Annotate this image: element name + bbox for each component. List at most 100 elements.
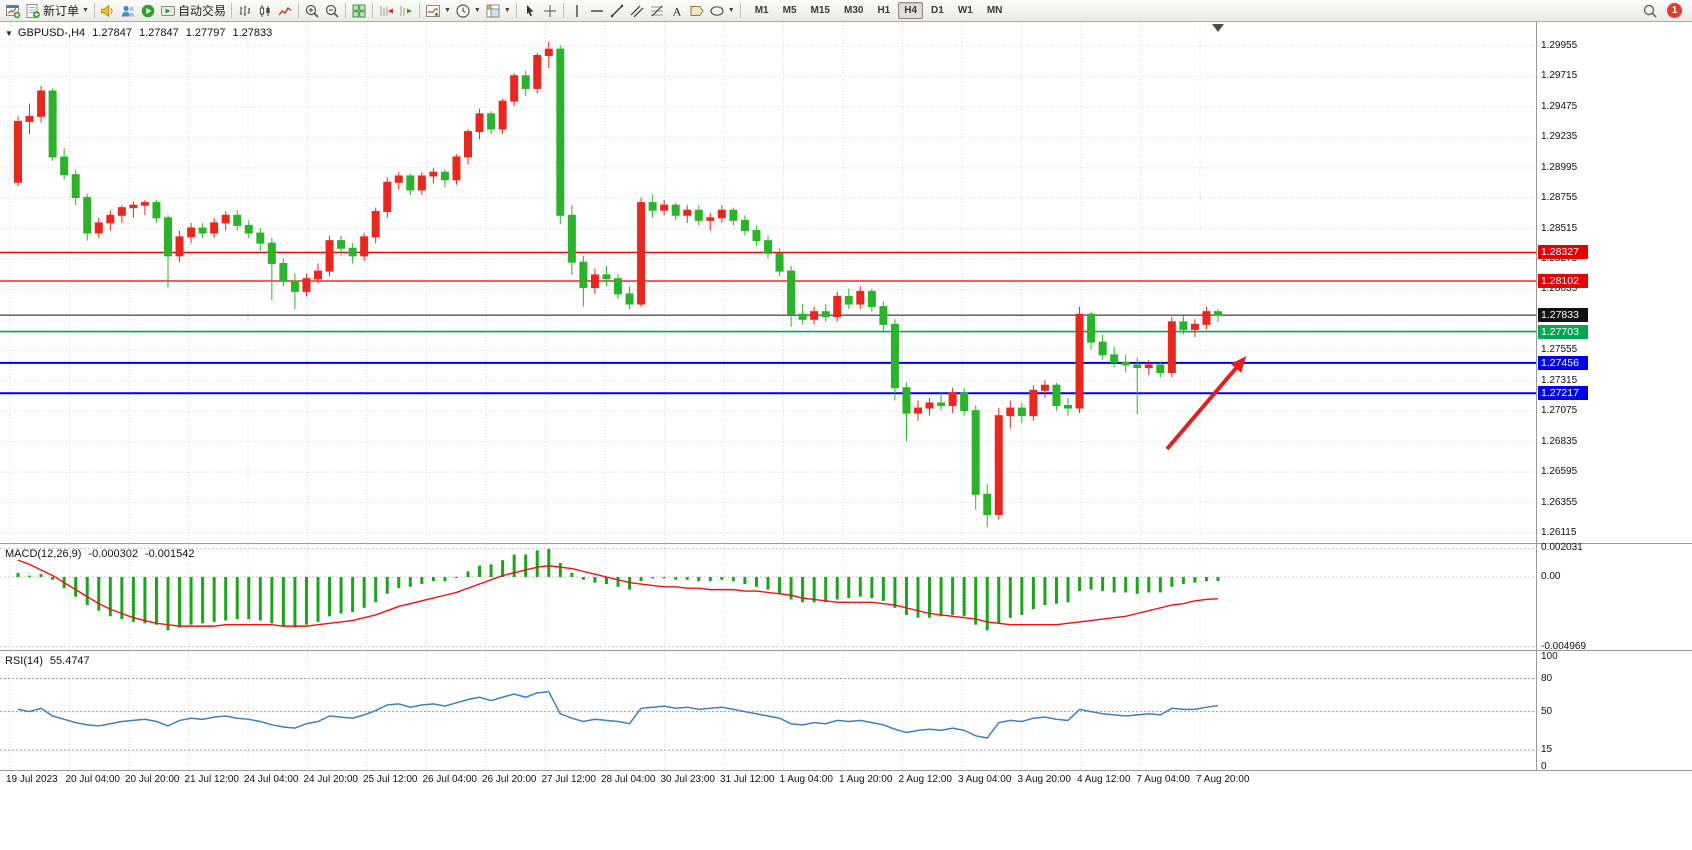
panel-separator[interactable] — [0, 543, 1692, 544]
chevron-down-icon: ▼ — [503, 7, 511, 14]
rsi-label: RSI(14) — [5, 655, 43, 667]
autotrade-icon — [160, 3, 176, 19]
cursor-icon — [522, 3, 538, 19]
price-tag-1.27703: 1.27703 — [1538, 324, 1588, 339]
auto-scroll-icon — [398, 3, 414, 19]
time-axis-label: 26 Jul 04:00 — [422, 774, 478, 785]
templates-button[interactable]: ▼ — [483, 1, 513, 21]
notification-badge[interactable]: 1 — [1667, 3, 1682, 18]
candlestick-chart-button[interactable] — [255, 1, 275, 21]
chevron-down-icon: ▼ — [443, 7, 451, 14]
chart-shift-marker[interactable] — [1212, 24, 1224, 32]
ohlc-close: 1.27833 — [232, 27, 273, 39]
new-chart-button[interactable] — [3, 1, 23, 21]
price-axis[interactable]: 1.29955 1.29715 1.29475 1.29235 1.28995 1.287… — [1537, 22, 1691, 543]
price-axis-label: 1.26115 — [1541, 526, 1577, 538]
auto-scroll-button[interactable] — [396, 1, 416, 21]
toolbar-separator — [93, 3, 95, 18]
zoom-out-icon — [324, 3, 340, 19]
tile-windows-button[interactable] — [349, 1, 369, 21]
equidistant-channel-button[interactable] — [627, 1, 647, 21]
arrow-label-button[interactable] — [687, 1, 707, 21]
toolbar-separator — [297, 3, 299, 18]
panel-separator — [0, 770, 1692, 771]
macd-header: MACD(12,26,9) -0.000302 -0.001542 — [5, 548, 195, 560]
timeframe-m1[interactable]: M1 — [754, 5, 769, 16]
play-circle-button[interactable] — [138, 1, 158, 21]
timeframe-w1[interactable]: W1 — [957, 5, 973, 16]
price-axis-label: 1.27075 — [1541, 405, 1578, 417]
timeframe-h1[interactable]: H1 — [877, 5, 891, 16]
bar-chart-button[interactable] — [235, 1, 255, 21]
chart-shift-button[interactable] — [376, 1, 396, 21]
shapes-icon — [709, 3, 725, 19]
trend-arrow[interactable] — [1165, 356, 1247, 451]
crosshair-button[interactable] — [540, 1, 560, 21]
macd-plot[interactable] — [0, 544, 1536, 650]
arrow-label-icon — [689, 3, 705, 19]
text-icon: A — [669, 3, 685, 19]
price-axis-label: 1.27315 — [1541, 374, 1578, 386]
new-chart-icon — [5, 3, 21, 19]
panel-separator[interactable] — [0, 650, 1692, 651]
price-axis-label: 1.28515 — [1541, 222, 1578, 234]
toolbar-separator — [418, 3, 420, 18]
trendline-button[interactable] — [607, 1, 627, 21]
line-chart-button[interactable] — [275, 1, 295, 21]
time-axis-label: 7 Aug 20:00 — [1196, 774, 1250, 785]
rsi-header: RSI(14) 55.4747 — [5, 655, 90, 667]
horn-icon — [100, 3, 116, 19]
zoom-in-button[interactable] — [302, 1, 322, 21]
time-axis[interactable]: 19 Jul 2023 20 Jul 04:00 20 Jul 20:00 21 Ju… — [0, 771, 1692, 791]
autotrade-button[interactable]: 自动交易 — [158, 1, 228, 21]
main-chart-plot[interactable] — [0, 22, 1536, 543]
toolbar-separator — [739, 3, 741, 18]
periods-button[interactable]: ▼ — [453, 1, 483, 21]
price-axis-label: 1.29475 — [1541, 100, 1578, 112]
fibonacci-button[interactable] — [647, 1, 667, 21]
community-button[interactable] — [118, 1, 138, 21]
vertical-line-button[interactable] — [567, 1, 587, 21]
macd-axis[interactable]: 0.002031 0.00 -0.004969 — [1537, 542, 1691, 651]
price-axis-label: 1.28755 — [1541, 192, 1578, 204]
indicators-button[interactable]: ▼ — [423, 1, 453, 21]
horizontal-line-button[interactable] — [587, 1, 607, 21]
zoom-out-button[interactable] — [322, 1, 342, 21]
rsi-axis-label: 100 — [1541, 650, 1558, 662]
text-button[interactable]: A — [667, 1, 687, 21]
timeframe-d1[interactable]: D1 — [931, 5, 944, 16]
timeframe-mn[interactable]: MN — [986, 5, 1003, 16]
toolbar-separator — [230, 3, 232, 18]
symbol-dropdown-icon[interactable]: ▼ — [5, 28, 13, 38]
search-button[interactable] — [1640, 1, 1660, 21]
candlestick-chart-icon — [257, 3, 273, 19]
tile-windows-icon — [351, 3, 367, 19]
macd-signal-value: -0.001542 — [144, 548, 195, 560]
macd-label: MACD(12,26,9) — [5, 548, 82, 560]
timeframe-h4[interactable]: H4 — [898, 2, 924, 19]
time-axis-label: 7 Aug 04:00 — [1136, 774, 1190, 785]
time-axis-label: 1 Aug 04:00 — [779, 774, 833, 785]
price-tag-1.27217: 1.27217 — [1538, 386, 1588, 401]
cursor-button[interactable] — [520, 1, 540, 21]
price-axis-label: 1.26595 — [1541, 466, 1578, 478]
new-order-button[interactable]: 新订单 ▼ — [23, 1, 91, 21]
new-order-button-label: 新订单 — [43, 4, 80, 18]
rsi-plot[interactable] — [0, 651, 1536, 770]
price-axis-label: 1.26355 — [1541, 496, 1578, 508]
toolbar-separator — [344, 3, 346, 18]
rsi-value: 55.4747 — [49, 655, 90, 667]
timeframe-m5[interactable]: M5 — [782, 5, 797, 16]
templates-icon — [485, 3, 501, 19]
timeframe-m30[interactable]: M30 — [843, 5, 864, 16]
horn-button[interactable] — [98, 1, 118, 21]
rsi-axis[interactable]: 100 80 50 15 0 — [1537, 650, 1691, 772]
toolbar-right: 1 — [1640, 1, 1692, 21]
toolbar-separator — [515, 3, 517, 18]
timeframe-m15[interactable]: M15 — [810, 5, 830, 16]
price-tag-1.27456: 1.27456 — [1538, 355, 1588, 370]
timeframe-group: M1 M5 M15 M30 H1 H4 D1 W1 MN — [748, 2, 1010, 19]
macd-axis-label: 0.00 — [1541, 570, 1561, 582]
shapes-button[interactable]: ▼ — [707, 1, 737, 21]
